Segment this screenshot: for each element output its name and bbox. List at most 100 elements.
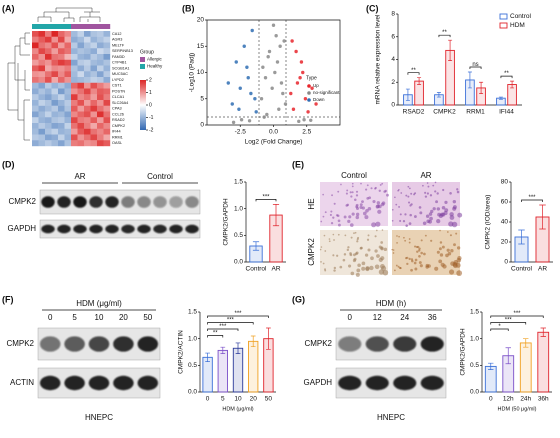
row-label: CYP4B1 <box>112 61 127 65</box>
heatmap-cell <box>90 77 98 83</box>
heatmap-cell <box>38 48 46 55</box>
heatmap-cell <box>51 36 59 43</box>
bar <box>484 365 497 393</box>
sig-bracket <box>500 75 513 79</box>
histology-cell <box>328 240 331 243</box>
histology-cell <box>430 239 433 242</box>
histology-cell <box>344 234 347 237</box>
histology-cell <box>381 229 384 231</box>
row-label: CPA3 <box>112 107 122 111</box>
error-bar <box>479 81 484 94</box>
histology-cell <box>324 250 327 252</box>
histology-cell <box>366 238 370 241</box>
heatmap-cell <box>77 94 85 101</box>
heatmap-cell <box>45 140 52 147</box>
histology-cell <box>416 250 419 253</box>
blot-band <box>113 336 134 352</box>
histology-cell <box>456 190 460 194</box>
histology-cell <box>333 266 337 270</box>
blot-band <box>169 224 183 234</box>
heatmap-cell <box>32 77 39 83</box>
y-tick-label: 1.5 <box>188 309 197 316</box>
point <box>283 102 288 106</box>
heatmap-cell <box>77 65 85 72</box>
histology-cell <box>323 234 326 237</box>
heatmap-cell <box>90 88 98 95</box>
heatmap-cell <box>45 111 52 118</box>
point <box>226 81 230 85</box>
histology-cell <box>425 263 429 268</box>
blot-row-label: ACTIN <box>10 378 34 387</box>
heatmap-cell <box>97 140 104 147</box>
histology-cell <box>439 253 444 257</box>
heatmap-cell <box>32 59 39 66</box>
heatmap-cell <box>38 105 46 112</box>
histology-cell <box>426 182 429 184</box>
lane-label: 50 <box>143 313 152 322</box>
row-label: CA12 <box>112 32 122 36</box>
blot-band <box>338 336 362 352</box>
y-axis-label: -Log10 (Padj) <box>189 53 196 92</box>
heatmap-cell <box>32 134 39 141</box>
point <box>262 115 266 119</box>
heatmap-cell <box>45 88 52 95</box>
heatmap-cell <box>97 128 104 135</box>
error-bar <box>272 204 280 227</box>
heatmap-cell <box>58 77 65 83</box>
histology-cell <box>413 193 416 196</box>
legend-label: Up <box>313 83 319 88</box>
histology-cell <box>332 254 335 257</box>
heatmap-cell <box>77 59 85 66</box>
histology-cell <box>348 264 352 268</box>
histology-cell <box>439 229 441 232</box>
histology-cell <box>375 229 378 232</box>
heatmap-cell <box>97 77 104 83</box>
error-bar <box>488 362 494 370</box>
histology-cell <box>338 223 341 227</box>
histology-cell <box>355 272 360 277</box>
histology-cell <box>392 252 395 254</box>
row-label: MELTF <box>112 43 125 47</box>
heatmap-cell <box>45 65 52 72</box>
heatmap-cell <box>58 105 65 112</box>
heatmap-cell <box>103 82 111 89</box>
error-bar <box>467 71 472 89</box>
histology-cell <box>403 236 405 239</box>
heatmap-cell <box>64 140 72 147</box>
histology-cell <box>333 202 336 205</box>
legend-swatch <box>140 64 145 69</box>
heatmap-cell <box>77 36 85 43</box>
heatmap-cell <box>77 82 85 89</box>
histology-cell <box>441 205 446 210</box>
histology-cell <box>424 195 428 198</box>
heatmap-cell <box>64 71 72 78</box>
y-tick-label: 10 <box>197 69 205 76</box>
point <box>230 102 234 106</box>
histology-cell <box>355 206 360 211</box>
heatmap-cell <box>103 42 111 49</box>
point <box>298 76 302 80</box>
histology-cell <box>420 239 423 242</box>
histology-cell <box>345 204 348 207</box>
histology-cell <box>365 266 370 271</box>
heatmap-cell <box>58 71 65 78</box>
x-tick-label: AR <box>538 266 547 273</box>
histology-cell <box>407 195 410 198</box>
bar <box>202 356 213 393</box>
histology-cell <box>408 241 411 244</box>
x-tick-label: 20 <box>250 396 258 403</box>
histology-cell <box>429 194 433 197</box>
histology-cell <box>399 267 402 270</box>
point <box>303 97 308 101</box>
heatmap-cell <box>32 71 39 78</box>
sig-bracket <box>207 315 269 318</box>
histology-cell <box>424 191 427 194</box>
blot-band <box>57 224 71 234</box>
heatmap-cell <box>90 134 98 141</box>
legend-label: Control <box>510 13 532 20</box>
histology-cell <box>394 196 396 199</box>
histology-cell <box>418 206 422 209</box>
point <box>281 91 285 96</box>
heatmap-cell <box>71 117 78 124</box>
heatmap-cell <box>84 128 91 135</box>
